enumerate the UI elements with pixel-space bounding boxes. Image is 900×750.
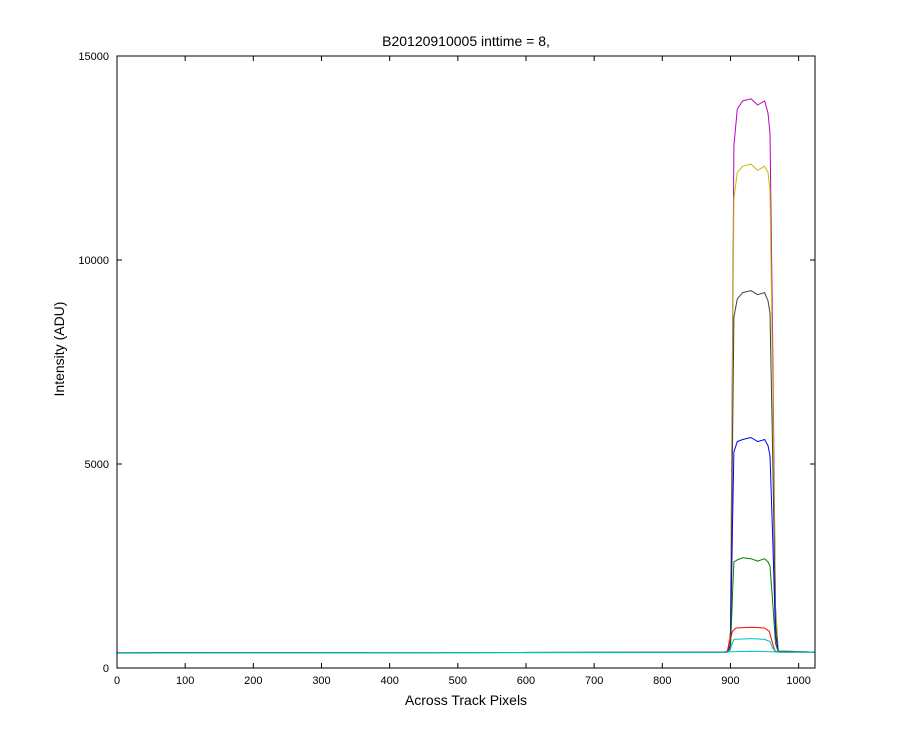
- x-tick-label: 300: [312, 675, 330, 687]
- series-line-2: [116, 163, 816, 654]
- x-tick-label: 700: [585, 675, 603, 687]
- y-tick-label: 5000: [85, 459, 109, 471]
- plot-area: [117, 56, 815, 668]
- x-tick-label: 600: [517, 675, 535, 687]
- y-tick-label: 0: [103, 663, 109, 675]
- x-tick-label: 900: [721, 675, 739, 687]
- x-tick-label: 100: [176, 675, 194, 687]
- x-axis-label: Across Track Pixels: [405, 692, 527, 708]
- x-tick-layer: 0 100 200 300 400 500 600 700 800 900 1000: [114, 56, 811, 687]
- y-axis-label: Intensity (ADU): [51, 302, 67, 397]
- y-tick-label: 15000: [78, 51, 109, 63]
- x-tick-label: 400: [380, 675, 398, 687]
- x-tick-label: 1000: [786, 675, 810, 687]
- series-line-8: [116, 650, 815, 654]
- plot-frame: [116, 55, 816, 669]
- series-line-4: [116, 437, 816, 654]
- x-tick-label: 0: [114, 675, 120, 687]
- y-tick-label: 10000: [78, 255, 109, 267]
- series-layer: [116, 98, 816, 654]
- x-tick-label: 800: [653, 675, 671, 687]
- y-tick-layer: 0 5000 10000 15000: [78, 51, 815, 675]
- chart-title: B20120910005 inttime = 8,: [382, 33, 550, 49]
- x-tick-label: 500: [449, 675, 467, 687]
- x-tick-label: 200: [244, 675, 262, 687]
